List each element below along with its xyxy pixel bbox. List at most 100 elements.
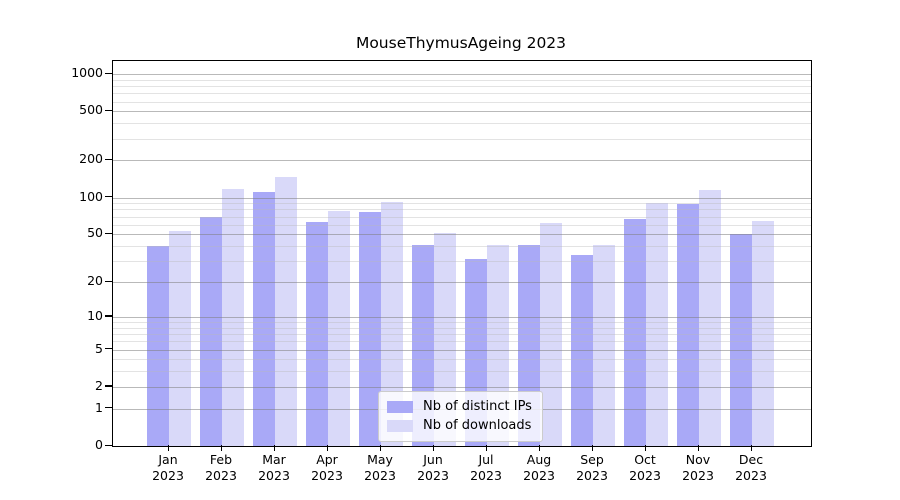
y-tick-mark bbox=[105, 385, 112, 387]
x-tick-year: 2023 bbox=[682, 467, 714, 483]
x-tick-label: Oct 2023 bbox=[610, 452, 680, 483]
grid-line-minor bbox=[113, 209, 811, 211]
plot-area bbox=[112, 60, 812, 447]
x-tick-label: Apr 2023 bbox=[292, 452, 362, 483]
x-tick-month: Feb bbox=[209, 452, 233, 467]
x-tick-mark bbox=[220, 445, 222, 451]
y-tick-label: 5 bbox=[95, 340, 103, 356]
grid-line-major bbox=[113, 111, 811, 113]
grid-line-major bbox=[113, 386, 811, 388]
x-tick-mark bbox=[750, 445, 752, 451]
grid-line-minor bbox=[113, 86, 811, 87]
bar-downloads bbox=[646, 203, 668, 446]
x-tick-mark bbox=[591, 445, 593, 451]
y-tick-label: 50 bbox=[87, 225, 103, 241]
y-tick-label: 100 bbox=[79, 188, 103, 204]
x-tick-year: 2023 bbox=[576, 467, 608, 483]
x-tick-month: Jan bbox=[158, 452, 178, 467]
grid-line-major bbox=[113, 234, 811, 236]
y-tick-mark bbox=[105, 348, 112, 350]
grid-line-major bbox=[113, 74, 811, 75]
bar-distinct-ips bbox=[730, 234, 752, 446]
y-tick-label: 10 bbox=[87, 307, 103, 323]
grid-line-major bbox=[113, 160, 811, 162]
x-tick-year: 2023 bbox=[417, 467, 449, 483]
grid-line-minor bbox=[113, 93, 811, 95]
y-tick-label: 20 bbox=[87, 273, 103, 289]
grid-line-minor bbox=[113, 224, 811, 226]
y-tick-mark bbox=[105, 72, 112, 74]
x-tick-month: Mar bbox=[262, 452, 286, 467]
legend-swatch bbox=[387, 419, 413, 432]
grid-line-major bbox=[113, 316, 811, 318]
grid-line-minor bbox=[113, 359, 811, 361]
x-tick-month: May bbox=[367, 452, 393, 467]
y-tick-mark bbox=[105, 158, 112, 161]
bar-downloads bbox=[169, 231, 191, 446]
x-tick-label: Jul 2023 bbox=[451, 452, 521, 483]
x-tick-year: 2023 bbox=[629, 467, 661, 483]
y-tick-label: 1000 bbox=[71, 65, 103, 80]
x-tick-label: May 2023 bbox=[345, 452, 415, 483]
y-tick-label: 500 bbox=[79, 102, 103, 118]
y-tick-mark bbox=[105, 315, 112, 317]
bar-distinct-ips bbox=[677, 204, 699, 446]
bar-downloads bbox=[381, 201, 403, 446]
x-tick-label: Nov 2023 bbox=[663, 452, 733, 483]
x-tick-label: Aug 2023 bbox=[504, 452, 574, 483]
x-tick-label: Feb 2023 bbox=[186, 452, 256, 483]
x-tick-year: 2023 bbox=[205, 467, 237, 483]
x-tick-month: Jul bbox=[478, 452, 494, 467]
y-tick-mark bbox=[105, 280, 112, 282]
x-tick-mark bbox=[644, 445, 646, 451]
grid-line-minor bbox=[113, 371, 811, 373]
y-tick-label: 0 bbox=[95, 437, 103, 452]
grid-line-minor bbox=[113, 246, 811, 247]
grid-line-minor bbox=[113, 101, 811, 103]
legend-label: Nb of distinct IPs bbox=[423, 399, 532, 414]
grid-line-minor bbox=[113, 327, 811, 329]
x-tick-label: Sep 2023 bbox=[557, 452, 627, 483]
x-tick-label: Mar 2023 bbox=[239, 452, 309, 483]
x-tick-month: Oct bbox=[634, 452, 656, 467]
y-tick-mark bbox=[105, 109, 112, 112]
bar-downloads bbox=[593, 244, 615, 446]
x-tick-month: Jun bbox=[423, 452, 443, 467]
x-tick-label: Jun 2023 bbox=[398, 452, 468, 483]
x-tick-year: 2023 bbox=[258, 467, 290, 483]
legend: Nb of distinct IPs Nb of downloads bbox=[378, 391, 543, 442]
x-tick-year: 2023 bbox=[523, 467, 555, 483]
x-tick-mark bbox=[485, 445, 487, 451]
bar-distinct-ips bbox=[147, 246, 169, 446]
x-tick-mark bbox=[167, 445, 169, 451]
legend-label: Nb of downloads bbox=[423, 418, 532, 433]
legend-entry: Nb of downloads bbox=[387, 416, 532, 435]
grid-line-minor bbox=[113, 322, 811, 323]
grid-line-minor bbox=[113, 138, 811, 140]
bar-downloads bbox=[275, 176, 297, 446]
x-tick-month: Aug bbox=[526, 452, 552, 467]
x-tick-month: Apr bbox=[316, 452, 338, 467]
grid-line-minor bbox=[113, 334, 811, 335]
y-tick-label: 200 bbox=[79, 151, 103, 167]
bar-downloads bbox=[752, 221, 774, 446]
bar-distinct-ips bbox=[253, 192, 275, 446]
grid-line-major bbox=[113, 349, 811, 351]
grid-line-major bbox=[113, 282, 811, 284]
chart-title: MouseThymusAgeing 2023 bbox=[355, 34, 567, 52]
grid-line-minor bbox=[113, 216, 811, 218]
grid-line-minor bbox=[113, 203, 811, 205]
y-tick-mark bbox=[105, 444, 112, 446]
x-tick-mark bbox=[432, 445, 434, 451]
bar-distinct-ips bbox=[200, 216, 222, 446]
grid-line-minor bbox=[113, 79, 811, 81]
bar-downloads bbox=[540, 222, 562, 446]
y-tick-mark bbox=[105, 232, 112, 235]
x-tick-mark bbox=[273, 445, 275, 451]
y-tick-label: 2 bbox=[95, 377, 103, 393]
grid-line-minor bbox=[113, 123, 811, 125]
y-tick-label: 1 bbox=[95, 399, 103, 415]
bar-distinct-ips bbox=[624, 218, 646, 446]
x-tick-year: 2023 bbox=[735, 467, 767, 483]
